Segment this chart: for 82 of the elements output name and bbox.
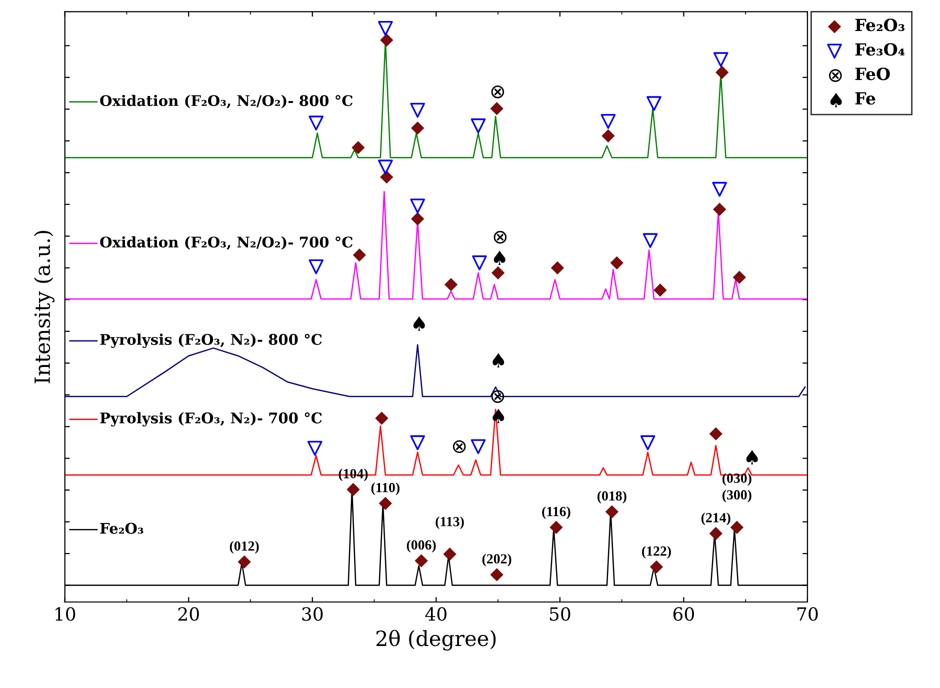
legend-label: Oxidation (F₂O₃, N₂/O₂)- 700 °C: [100, 236, 353, 250]
point: [713, 202, 726, 216]
point: [646, 96, 662, 112]
point: [378, 496, 392, 510]
point: [352, 248, 366, 262]
point: [411, 122, 424, 135]
x-tick-label: 40: [425, 607, 446, 621]
point: [470, 118, 486, 134]
point: [490, 102, 504, 116]
annotation: (012): [230, 540, 259, 554]
point: [380, 34, 394, 47]
point: [452, 440, 466, 454]
point: [600, 114, 616, 129]
point: [472, 255, 487, 270]
legend-label: Fe₂O₃: [100, 522, 144, 534]
point: [550, 520, 563, 534]
point: [491, 85, 504, 98]
point: [602, 129, 615, 142]
point: [444, 278, 458, 292]
x-tick-label: 20: [178, 607, 199, 621]
point: [411, 212, 424, 226]
point: [352, 140, 365, 154]
legend-label: Fe₃O₄: [855, 43, 905, 56]
point: [378, 160, 393, 174]
legend-label: Fe: [855, 92, 876, 105]
point: [307, 440, 322, 456]
point: [715, 66, 729, 79]
annotation: (030): [722, 473, 752, 486]
x-tick-label: 70: [797, 607, 818, 621]
point: [380, 170, 394, 184]
annotation: (122): [642, 546, 671, 559]
point: [410, 102, 426, 118]
point: [494, 250, 506, 266]
legend-label: Fe₂O₃: [855, 18, 904, 32]
annotation: (116): [542, 506, 570, 520]
x-tick-label: 60: [673, 607, 694, 621]
point: [730, 520, 744, 534]
point: [410, 198, 426, 214]
point: [410, 435, 426, 450]
point: [712, 182, 728, 197]
x-axis-title: 2θ (degree): [376, 630, 496, 651]
point: [650, 560, 664, 574]
point: [470, 439, 486, 454]
point: [413, 316, 425, 331]
annotation: (018): [597, 490, 626, 504]
point: [375, 412, 388, 425]
point: [709, 427, 722, 440]
annotation: (202): [482, 554, 512, 566]
point: [490, 568, 504, 582]
point: [550, 261, 564, 274]
point: [732, 270, 746, 284]
legend-label: FeO: [855, 68, 890, 80]
legend-label: Pyrolysis (F₂O₃, N₂)- 700 °C: [100, 412, 322, 426]
legend-label: Pyrolysis (F₂O₃, N₂)- 800 °C: [100, 334, 322, 348]
point: [308, 116, 324, 130]
point: [709, 526, 722, 540]
point: [378, 20, 393, 36]
annotation: (214): [701, 512, 730, 526]
point: [494, 230, 507, 244]
point: [610, 256, 624, 270]
annotation: (300): [722, 490, 752, 502]
point: [491, 266, 505, 280]
point: [308, 259, 324, 274]
point: [238, 555, 251, 568]
annotation: (113): [436, 516, 464, 530]
point: [654, 284, 667, 297]
point: [346, 482, 360, 496]
point: [491, 390, 504, 403]
point: [605, 505, 618, 518]
point: [443, 548, 456, 561]
point: [642, 233, 658, 248]
point: [713, 52, 728, 68]
annotation: (006): [406, 540, 436, 552]
x-tick-label: 50: [550, 607, 570, 621]
annotation: (110): [371, 482, 400, 496]
x-tick-label: 30: [302, 607, 323, 621]
x-tick-label: 10: [56, 607, 76, 621]
y-axis-title: Intensity (a.u.): [34, 230, 54, 384]
point: [640, 435, 656, 450]
point: [746, 450, 758, 464]
point: [414, 554, 428, 568]
legend-label: Oxidation (F₂O₃, N₂/O₂)- 800 °C: [100, 94, 353, 108]
